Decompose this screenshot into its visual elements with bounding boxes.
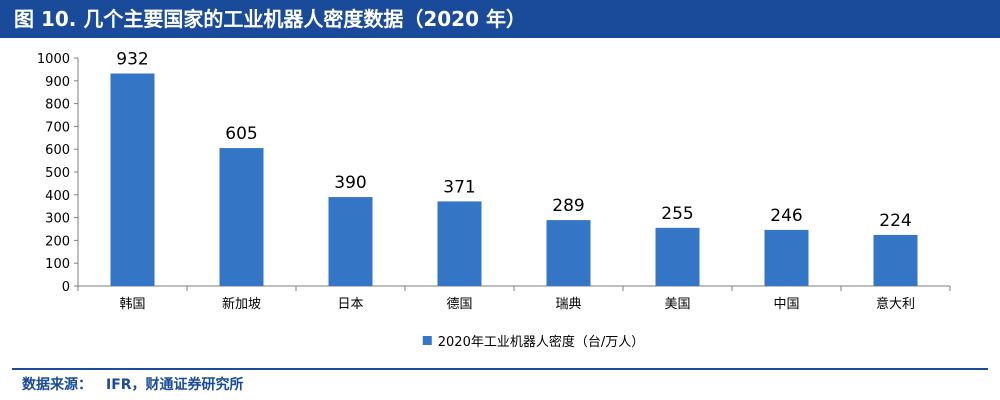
- x-tick-label: 日本: [337, 297, 363, 312]
- y-tick-label: 200: [45, 234, 70, 249]
- data-label: 390: [334, 173, 366, 193]
- data-label: 371: [443, 177, 475, 197]
- x-tick-label: 德国: [446, 297, 472, 312]
- data-label: 224: [879, 211, 911, 231]
- y-tick-label: 700: [45, 120, 70, 135]
- source-label: 数据来源：: [22, 377, 92, 393]
- x-tick-label: 瑞典: [555, 297, 581, 312]
- source-text: IFR，财通证券研究所: [106, 377, 244, 393]
- y-tick-label: 900: [45, 75, 70, 90]
- x-tick-label: 韩国: [119, 297, 145, 312]
- legend-label: 2020年工业机器人密度（台/万人）: [438, 334, 644, 350]
- data-label: 605: [225, 124, 257, 144]
- y-tick-label: 300: [45, 212, 70, 227]
- bar: [219, 148, 264, 286]
- y-tick-label: 500: [45, 166, 70, 181]
- bar-chart: 0 100 200 300 400 500 600 700 800 900 1000 932 韩国 605…: [37, 50, 951, 350]
- y-tick-label: 100: [45, 257, 70, 272]
- legend-swatch: [422, 336, 432, 345]
- bar: [110, 73, 155, 286]
- x-tick-label: 美国: [664, 297, 690, 312]
- bar: [437, 201, 482, 286]
- bar: [546, 220, 591, 286]
- source-note: 数据来源： IFR，财通证券研究所: [22, 374, 244, 394]
- x-tick-label: 意大利: [876, 296, 915, 312]
- y-tick-label: 800: [45, 98, 70, 113]
- bar: [873, 234, 918, 286]
- chart-title: 图 10. 几个主要国家的工业机器人密度数据（2020 年）: [0, 0, 1000, 38]
- y-tick-label: 1000: [37, 52, 70, 67]
- x-tick-label: 新加坡: [222, 296, 261, 312]
- footer-divider: [12, 368, 988, 370]
- y-tick-label: 600: [45, 143, 70, 158]
- data-label: 932: [116, 50, 148, 70]
- y-tick-label: 400: [45, 189, 70, 204]
- bar: [764, 229, 809, 286]
- bar: [655, 227, 700, 286]
- data-label: 289: [552, 196, 584, 216]
- bar: [328, 197, 373, 286]
- y-tick-label: 0: [62, 280, 70, 295]
- x-tick-label: 中国: [773, 297, 799, 312]
- data-label: 246: [770, 206, 802, 226]
- data-label: 255: [661, 204, 693, 224]
